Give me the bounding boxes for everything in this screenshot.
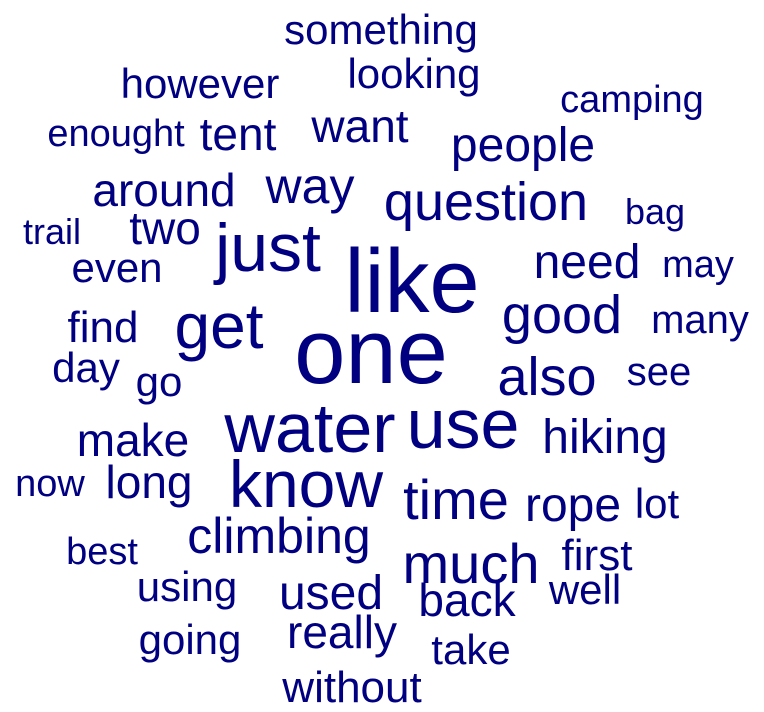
word-also: also — [497, 347, 597, 407]
word-hiking: hiking — [542, 411, 668, 464]
word-first: first — [561, 531, 633, 580]
word-even: even — [71, 244, 163, 291]
word-tent: tent — [199, 108, 277, 160]
word-something: something — [284, 6, 478, 53]
word-may: may — [662, 244, 734, 286]
word-one: one — [294, 301, 448, 403]
word-go: go — [135, 358, 183, 405]
word-take: take — [431, 626, 511, 673]
word-find: find — [67, 303, 139, 352]
word-use: use — [406, 385, 520, 463]
word-camping: camping — [560, 79, 704, 121]
word-many: many — [651, 298, 749, 342]
word-see: see — [626, 350, 692, 394]
word-much: much — [402, 532, 540, 595]
word-time: time — [403, 468, 509, 531]
word-question: question — [383, 172, 589, 232]
word-make: make — [76, 414, 190, 466]
word-day: day — [52, 344, 120, 391]
word-just: just — [215, 210, 321, 286]
word-bag: bag — [624, 191, 686, 232]
word-lot: lot — [634, 480, 680, 527]
word-using: using — [136, 563, 238, 610]
word-way: way — [265, 158, 355, 214]
word-rope: rope — [524, 479, 622, 532]
word-climbing: climbing — [187, 508, 371, 564]
word-trail: trail — [22, 211, 82, 252]
word-however: however — [120, 60, 280, 107]
word-enought: enought — [47, 113, 185, 155]
word-know: know — [228, 447, 384, 521]
word-around: around — [92, 164, 236, 216]
word-want: want — [311, 100, 409, 152]
word-now: now — [15, 463, 85, 505]
word-well: well — [548, 566, 622, 613]
word-really: really — [287, 606, 397, 658]
word-looking: looking — [347, 50, 481, 97]
word-going: going — [138, 616, 242, 663]
word-good: good — [501, 285, 623, 345]
word-best: best — [66, 531, 138, 573]
word-without: without — [282, 663, 422, 712]
word-get: get — [174, 290, 264, 362]
word-two: two — [129, 202, 201, 254]
word-like: like — [344, 232, 480, 332]
word-water: water — [224, 389, 396, 467]
word-people: people — [450, 119, 596, 172]
word-need: need — [533, 236, 641, 289]
word-used: used — [278, 567, 384, 620]
word-long: long — [105, 456, 193, 508]
word-back: back — [418, 574, 516, 626]
